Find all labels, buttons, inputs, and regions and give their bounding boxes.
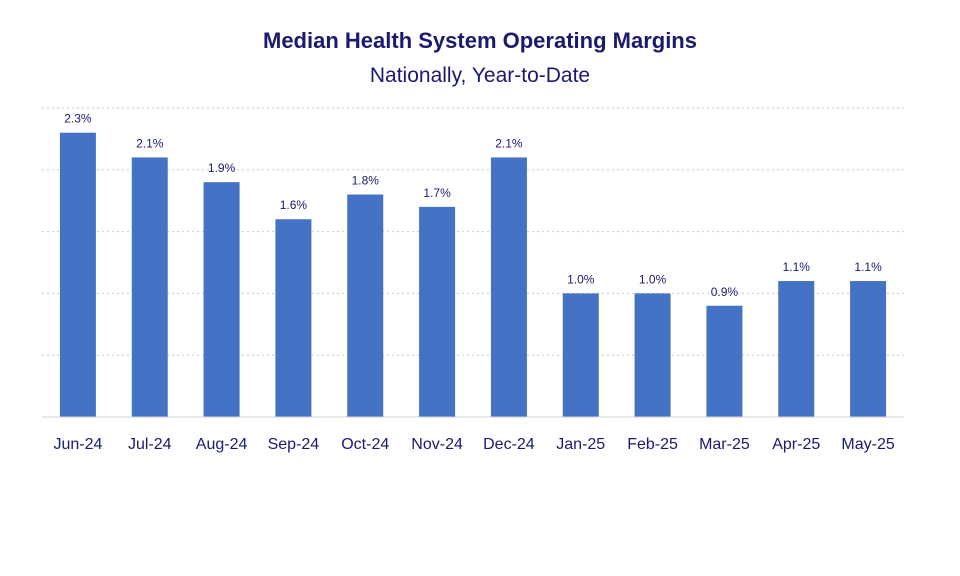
bar-may-25 [850, 281, 887, 417]
x-tick-label: Feb-25 [627, 436, 678, 453]
bar-feb-25 [634, 293, 671, 417]
x-tick-label: Jun-24 [53, 436, 102, 453]
x-axis-tick-labels: Jun-24 Jul-24 Aug-24 Sep-24 Oct-24 Nov-24 Dec-… [53, 436, 894, 453]
x-tick-label: May-25 [841, 436, 894, 453]
bar-dec-24 [490, 157, 527, 417]
x-tick-label: Mar-25 [699, 436, 750, 453]
bar-oct-24 [347, 194, 384, 417]
bar-jun-24 [59, 132, 96, 417]
data-label: 1.1% [783, 260, 811, 274]
data-label: 1.9% [208, 161, 236, 175]
data-label: 1.0% [639, 272, 667, 286]
data-label: 2.1% [136, 136, 164, 150]
data-label: 2.3% [64, 112, 92, 126]
data-label: 0.9% [711, 285, 739, 299]
bar-apr-25 [778, 281, 815, 417]
x-tick-label: Apr-25 [772, 436, 820, 453]
data-labels: 2.3% 2.1% 1.9% 1.6% 1.8% 1.7% 2.1% 1.0% 1.0% 0.9%… [64, 112, 882, 299]
x-tick-label: Aug-24 [196, 436, 248, 453]
data-label: 1.7% [423, 186, 451, 200]
gridlines [42, 107, 904, 356]
x-tick-label: Jul-24 [128, 436, 172, 453]
data-label: 1.6% [280, 198, 308, 212]
chart-subtitle: Nationally, Year-to-Date [370, 64, 590, 87]
data-label: 2.1% [495, 136, 523, 150]
x-tick-label: Nov-24 [411, 436, 463, 453]
bar-jan-25 [562, 293, 599, 417]
x-tick-label: Dec-24 [483, 436, 535, 453]
x-tick-label: Oct-24 [341, 436, 389, 453]
data-label: 1.0% [567, 272, 595, 286]
data-label: 1.1% [854, 260, 882, 274]
x-tick-label: Sep-24 [268, 436, 320, 453]
data-label: 1.8% [352, 174, 380, 188]
bar-sep-24 [275, 219, 312, 417]
bar-jul-24 [131, 157, 168, 417]
bar-mar-25 [706, 305, 743, 417]
bar-nov-24 [419, 206, 456, 417]
chart-title: Median Health System Operating Margins [263, 28, 697, 53]
bars [59, 132, 887, 417]
bar-aug-24 [203, 182, 240, 417]
x-tick-label: Jan-25 [556, 436, 605, 453]
